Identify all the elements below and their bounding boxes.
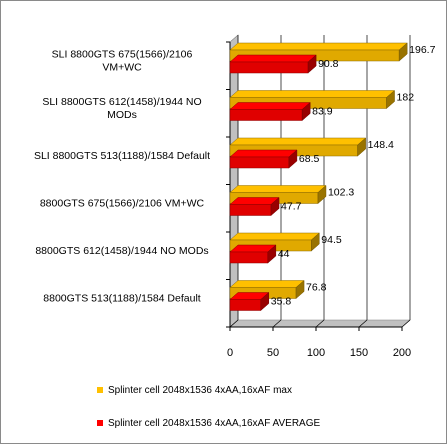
bar-average-front [229, 299, 262, 311]
bar-average-top [229, 149, 298, 158]
bar-average-top [229, 197, 280, 205]
category-label: 8800GTS 675(1566)/2106 VM+WC [40, 197, 205, 209]
data-label-average: 35.8 [271, 296, 292, 308]
chart-bars [229, 42, 408, 312]
bar-average-end [260, 291, 270, 312]
bar-max-top [229, 90, 396, 98]
bar-max-end [357, 137, 366, 157]
data-label-average: 44 [278, 248, 290, 260]
bar-max-top [229, 232, 320, 241]
bar-average [229, 196, 280, 217]
bar-max-end [311, 232, 320, 252]
data-label-max: 102.3 [328, 187, 354, 199]
category-label-line: SLI 8800GTS 612(1458)/1944 NO [42, 96, 201, 108]
category-label-line: MODs [107, 109, 137, 121]
bar-max-end [317, 184, 327, 205]
x-tick-label: 150 [350, 347, 368, 359]
x-tick-label: 100 [307, 347, 325, 359]
bar-max-top [229, 185, 327, 193]
data-label-max: 148.4 [368, 139, 394, 151]
category-label: SLI 8800GTS 513(1188)/1584 Default [34, 150, 210, 162]
bar-average-end [307, 54, 317, 74]
data-label-average: 68.5 [299, 153, 320, 165]
category-label-line: SLI 8800GTS 513(1188)/1584 Default [34, 150, 210, 162]
data-label-max: 182 [397, 92, 415, 104]
legend-label: Splinter cell 2048x1536 4xAA,16xAF AVERA… [108, 418, 320, 429]
bar-average-front [229, 251, 269, 264]
bar-average [229, 149, 298, 169]
bar-average-front [229, 61, 309, 74]
category-label-line: SLI 8800GTS 675(1566)/2106 [52, 48, 193, 60]
category-label: 8800GTS 513(1188)/1584 Default [43, 292, 200, 304]
gridline-floor [229, 319, 239, 328]
x-tick-label: 0 [227, 347, 233, 359]
x-tick-label: 50 [267, 347, 279, 359]
bar-average [229, 244, 277, 264]
category-label: SLI 8800GTS 675(1566)/2106 VM+WC [52, 48, 193, 73]
data-label-average: 83.9 [312, 106, 333, 118]
category-label-line: 8800GTS 675(1566)/2106 VM+WC [40, 197, 205, 209]
data-label-max: 94.5 [321, 234, 342, 246]
bar-max-end [295, 279, 305, 300]
legend-label: Splinter cell 2048x1536 4xAA,16xAF max [108, 385, 292, 396]
bar-average-end [267, 244, 277, 264]
bar-average-end [270, 196, 280, 217]
legend-swatch [97, 387, 103, 393]
data-label-average: 90.8 [318, 58, 339, 70]
legend-swatch [97, 420, 103, 426]
gridline-floor [401, 319, 411, 328]
bar-max-end [386, 89, 395, 110]
category-label-line: VM+WC [102, 61, 142, 73]
category-label-line: 8800GTS 513(1188)/1584 Default [43, 292, 200, 304]
category-label: 8800GTS 612(1458)/1944 NO MODs [35, 245, 208, 257]
bar-max-top [229, 42, 408, 51]
bar-average-end [288, 149, 298, 169]
gridline-floor [272, 319, 282, 328]
bar-average-end [301, 101, 311, 122]
bar-average-front [229, 204, 272, 216]
x-tick-label: 200 [393, 347, 411, 359]
bar-max-top [229, 280, 305, 288]
chart-legend: Splinter cell 2048x1536 4xAA,16xAF max Sp… [97, 385, 320, 429]
bar-average [229, 54, 317, 74]
bar-average-front [229, 109, 303, 121]
gridline-floor [315, 319, 325, 328]
data-label-max: 196.7 [409, 44, 435, 56]
bar-average-top [229, 54, 317, 63]
chart-labels: 196.7 90.8 SLI 8800GTS 675(1566)/2106 VM+WC… [34, 44, 436, 308]
bar-average-top [229, 102, 311, 110]
bar-max-end [398, 42, 408, 62]
category-label-line: 8800GTS 612(1458)/1944 NO MODs [35, 245, 208, 257]
bar-average-front [229, 156, 290, 169]
bar-average [229, 291, 270, 312]
bar-max-top [229, 137, 367, 146]
category-label: SLI 8800GTS 612(1458)/1944 NO MODs [42, 96, 201, 121]
data-label-average: 47.7 [281, 201, 302, 213]
data-label-max: 76.8 [306, 282, 327, 294]
bar-average [229, 101, 311, 122]
chart-axes: 0 50 100 150 200 [226, 41, 411, 359]
gridline-floor [358, 319, 368, 328]
